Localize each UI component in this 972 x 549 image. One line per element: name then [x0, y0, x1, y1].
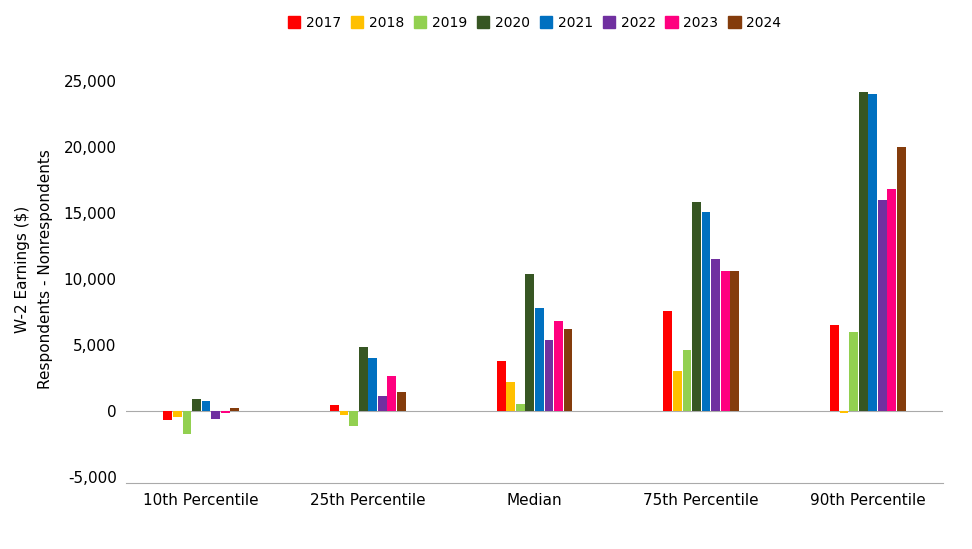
Bar — [692, 203, 701, 411]
Bar — [702, 212, 711, 411]
Bar — [535, 308, 543, 411]
Bar — [230, 408, 239, 411]
Bar — [388, 377, 397, 411]
Bar — [858, 92, 868, 411]
Bar — [840, 411, 849, 413]
Bar — [878, 200, 886, 411]
Bar — [497, 361, 505, 411]
Bar — [544, 339, 553, 411]
Bar — [397, 392, 405, 411]
Bar — [201, 401, 211, 411]
Bar — [173, 411, 182, 417]
Bar — [183, 411, 191, 434]
Bar — [897, 147, 906, 411]
Bar — [554, 321, 563, 411]
Bar — [359, 348, 367, 411]
Bar — [526, 273, 535, 411]
Bar — [830, 325, 839, 411]
Bar — [330, 405, 339, 411]
Bar — [868, 94, 877, 411]
Bar — [368, 358, 377, 411]
Bar — [339, 411, 349, 414]
Bar — [163, 411, 172, 420]
Bar — [720, 271, 730, 411]
Bar — [564, 329, 573, 411]
Bar — [349, 411, 358, 427]
Bar — [516, 404, 525, 411]
Bar — [682, 350, 691, 411]
Bar — [192, 399, 201, 411]
Y-axis label: W-2 Earnings ($)
Respondents - Nonrespondents: W-2 Earnings ($) Respondents - Nonrespon… — [16, 149, 52, 389]
Bar — [887, 189, 896, 411]
Legend: 2017, 2018, 2019, 2020, 2021, 2022, 2023, 2024: 2017, 2018, 2019, 2020, 2021, 2022, 2023… — [283, 10, 786, 36]
Bar — [712, 259, 720, 411]
Bar — [730, 271, 739, 411]
Bar — [506, 382, 515, 411]
Bar — [211, 411, 220, 418]
Bar — [673, 371, 681, 411]
Bar — [221, 411, 229, 413]
Bar — [378, 396, 387, 411]
Bar — [850, 332, 858, 411]
Bar — [664, 311, 673, 411]
